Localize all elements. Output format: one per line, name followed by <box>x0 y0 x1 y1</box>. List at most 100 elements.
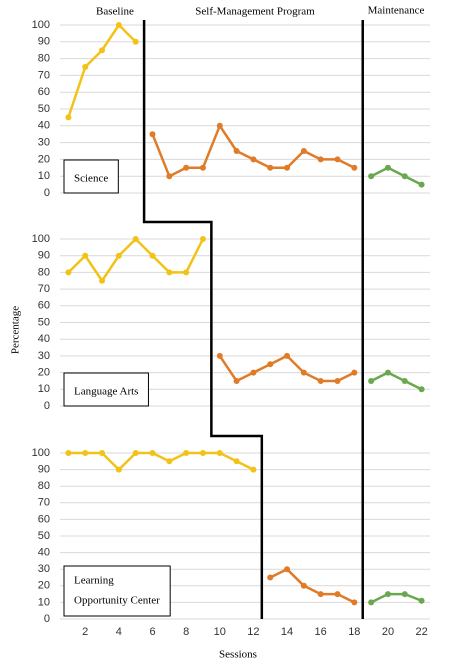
data-point <box>233 148 240 154</box>
y-tick-label: 30 <box>38 350 50 362</box>
data-point <box>250 156 257 163</box>
x-tick-label: 20 <box>382 626 394 638</box>
panel-label-box <box>63 565 171 617</box>
data-line <box>218 354 355 383</box>
data-point <box>351 164 358 171</box>
y-tick-label: 20 <box>38 367 50 379</box>
data-point <box>115 22 122 28</box>
panel-label: Learning Opportunity Center <box>63 565 171 617</box>
y-tick-label: 0 <box>44 187 50 199</box>
data-point <box>132 38 139 45</box>
y-tick-label: 20 <box>38 153 50 165</box>
data-point <box>132 236 139 242</box>
data-point <box>183 164 190 171</box>
y-tick-label: 40 <box>38 120 50 132</box>
y-tick-label: 40 <box>38 333 50 345</box>
data-point <box>284 164 291 171</box>
y-tick-label: 50 <box>38 530 50 542</box>
y-tick-label: 20 <box>38 580 50 592</box>
y-tick-label: 40 <box>38 547 50 559</box>
data-point <box>82 64 89 70</box>
data-point <box>334 591 341 598</box>
y-tick-label: 100 <box>32 233 50 245</box>
y-tick-label: 80 <box>38 266 50 278</box>
data-point <box>418 181 425 188</box>
x-tick-label: 2 <box>82 626 88 638</box>
phase-label: Self-Management Program <box>195 6 315 18</box>
data-point <box>300 369 307 376</box>
data-point <box>250 369 257 376</box>
data-point <box>132 450 139 456</box>
data-point <box>267 361 274 368</box>
y-tick-label: 30 <box>38 137 50 149</box>
data-point <box>267 164 274 171</box>
data-line <box>269 567 355 604</box>
panel-label-box <box>63 372 149 407</box>
panel-label-text: Language Arts <box>74 386 138 398</box>
data-point <box>216 352 223 359</box>
data-point <box>149 131 156 138</box>
x-tick-label: 6 <box>149 626 155 638</box>
x-tick-label: 18 <box>348 626 360 638</box>
data-point <box>183 269 190 276</box>
data-point <box>284 566 291 573</box>
data-point <box>65 269 72 276</box>
data-point <box>65 450 72 456</box>
panel-label: Science <box>63 159 119 194</box>
data-point <box>216 450 223 456</box>
data-line <box>151 124 355 178</box>
data-point <box>334 377 341 384</box>
data-point <box>317 156 324 163</box>
data-point <box>384 164 391 171</box>
phase-label: Maintenance <box>368 5 425 17</box>
y-tick-label: 10 <box>38 596 50 608</box>
data-point <box>368 599 375 606</box>
data-point <box>99 277 106 284</box>
data-line <box>67 23 137 118</box>
x-axis-label: Sessions <box>219 649 257 661</box>
y-tick-label: 50 <box>38 316 50 328</box>
data-point <box>82 252 89 259</box>
data-point <box>418 386 425 393</box>
y-tick-label: 10 <box>38 383 50 395</box>
data-point <box>166 173 173 180</box>
y-tick-label: 80 <box>38 480 50 492</box>
data-line <box>370 592 423 604</box>
phase-label: Baseline <box>96 6 134 18</box>
data-point <box>82 450 89 456</box>
data-point <box>99 450 106 456</box>
data-point <box>199 164 206 171</box>
data-point <box>284 352 291 359</box>
phase-change-line <box>142 20 264 619</box>
data-point <box>401 591 408 598</box>
y-tick-label: 60 <box>38 86 50 98</box>
data-point <box>233 458 240 465</box>
panel-label-text: Opportunity Center <box>74 595 160 607</box>
panel-label-box <box>63 159 119 194</box>
data-point <box>216 122 223 129</box>
x-tick-label: 12 <box>247 626 259 638</box>
data-point <box>233 377 240 384</box>
data-point <box>250 466 257 473</box>
data-point <box>418 597 425 604</box>
data-point <box>199 450 206 456</box>
x-tick-label: 22 <box>415 626 427 638</box>
y-tick-label: 100 <box>32 19 50 31</box>
x-tick-label: 14 <box>281 626 293 638</box>
data-point <box>183 450 190 456</box>
y-tick-label: 90 <box>38 36 50 48</box>
data-point <box>317 377 324 384</box>
data-point <box>368 173 375 180</box>
data-line <box>370 371 423 391</box>
data-point <box>334 156 341 163</box>
x-tick-label: 8 <box>183 626 189 638</box>
data-point <box>351 599 358 606</box>
data-line <box>67 237 205 282</box>
y-axis-label: Percentage <box>10 306 22 354</box>
y-tick-label: 70 <box>38 497 50 509</box>
data-point <box>300 582 307 589</box>
y-tick-label: 100 <box>32 447 50 459</box>
data-point <box>401 377 408 384</box>
